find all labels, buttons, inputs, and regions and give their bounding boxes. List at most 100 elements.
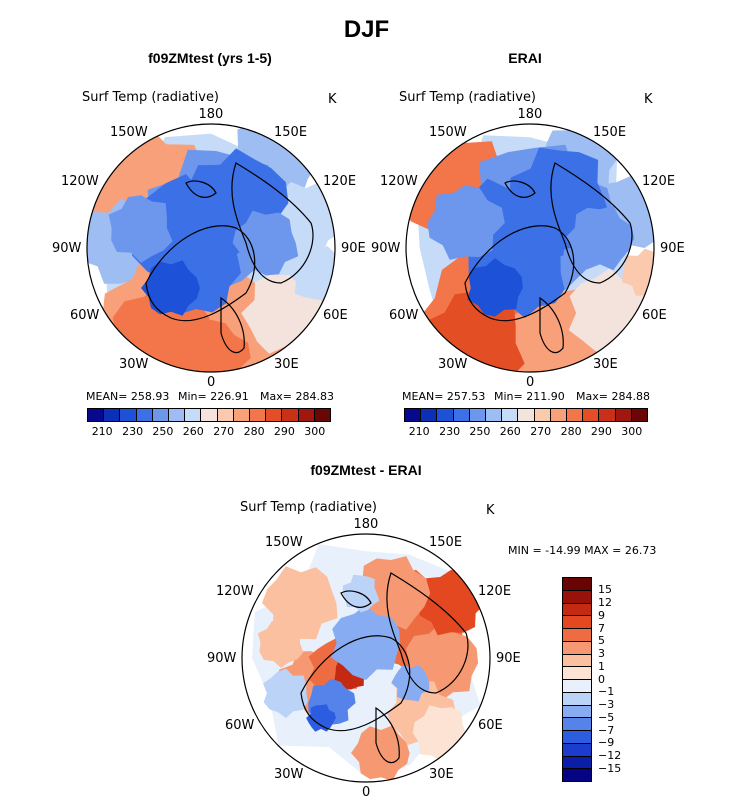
temperature-field-region bbox=[565, 205, 635, 271]
longitude-label: 60E bbox=[642, 307, 667, 323]
longitude-label: 60E bbox=[323, 307, 348, 323]
colorbar-tick-label: 210 bbox=[408, 425, 430, 438]
stat-max-obs: Max= 284.88 bbox=[576, 390, 650, 403]
longitude-label: 60W bbox=[389, 307, 419, 323]
colorbar-tick-label: 250 bbox=[152, 425, 174, 438]
longitude-label: 150E bbox=[429, 534, 463, 550]
colorbar-tick-label: 1 bbox=[598, 659, 605, 673]
colorbar-swatch bbox=[420, 408, 438, 422]
longitude-label: 180 bbox=[353, 516, 379, 532]
colorbar-swatch bbox=[562, 691, 592, 706]
longitude-label: 120W bbox=[61, 173, 99, 189]
colorbar-tick-label: 15 bbox=[598, 583, 612, 597]
colorbar-swatch bbox=[533, 408, 551, 422]
colorbar-swatch bbox=[517, 408, 535, 422]
colorbar-swatch bbox=[436, 408, 454, 422]
colorbar-swatch bbox=[562, 679, 592, 693]
colorbar-swatch bbox=[151, 408, 169, 422]
temperature-field-region bbox=[257, 619, 304, 668]
colorbar-swatch bbox=[103, 408, 121, 422]
colorbar-swatch bbox=[562, 717, 592, 731]
colorbar-diff: 15 12 9 7 5 3 1 0 −1 −3 −5 −7 −9 −12 −15 bbox=[562, 577, 621, 782]
colorbar-tick-label: −5 bbox=[598, 710, 615, 724]
colorbar-swatch bbox=[297, 408, 315, 422]
longitude-label: 30W bbox=[119, 356, 149, 372]
longitude-label: 150E bbox=[274, 124, 308, 140]
longitude-label: 30E bbox=[593, 356, 618, 372]
colorbar-tick-label: 230 bbox=[122, 425, 144, 438]
colorbar-swatch bbox=[168, 408, 186, 422]
longitude-label: 90W bbox=[371, 240, 401, 256]
colorbar-tick-label: 270 bbox=[530, 425, 552, 438]
longitude-label: 120E bbox=[478, 583, 512, 599]
colorbar-tick-label: 210 bbox=[91, 425, 113, 438]
temperature-field-region bbox=[622, 248, 654, 296]
longitude-label: 90E bbox=[660, 240, 685, 256]
temperature-field-region bbox=[331, 605, 401, 680]
coastline bbox=[145, 225, 256, 322]
colorbar-swatch bbox=[119, 408, 137, 422]
field-label-model: Surf Temp (radiative) bbox=[82, 90, 220, 105]
longitude-label: 90W bbox=[207, 650, 237, 666]
polar-map-obs bbox=[405, 123, 655, 373]
longitude-label: 0 bbox=[526, 374, 535, 390]
colorbar-swatch bbox=[501, 408, 519, 422]
panel-title-diff: f09ZMtest - ERAI bbox=[310, 462, 422, 478]
colorbar-tick-label: 250 bbox=[469, 425, 491, 438]
coastline bbox=[220, 296, 245, 354]
colorbar-swatch bbox=[468, 408, 486, 422]
longitude-label: 60W bbox=[225, 717, 255, 733]
colorbar-tick-label: −3 bbox=[598, 698, 615, 711]
longitude-label: 180 bbox=[198, 106, 224, 122]
longitude-label: 120W bbox=[380, 173, 418, 189]
longitude-label: 120E bbox=[642, 173, 676, 189]
coastline bbox=[231, 162, 314, 284]
longitude-label: 90E bbox=[341, 240, 366, 256]
colorbar-tick-label: 300 bbox=[304, 425, 326, 438]
colorbar-swatch bbox=[562, 615, 592, 629]
temperature-field-region bbox=[467, 258, 523, 317]
coastline bbox=[550, 162, 633, 284]
temperature-field-region bbox=[427, 185, 505, 260]
longitude-label: 60W bbox=[70, 307, 100, 323]
colorbar-swatch bbox=[216, 408, 234, 422]
colorbar-tick-label: 9 bbox=[598, 608, 605, 622]
longitude-label: 150E bbox=[593, 124, 627, 140]
stat-max-model: Max= 284.83 bbox=[260, 390, 334, 403]
colorbar-swatch bbox=[562, 730, 592, 744]
field-label-diff: Surf Temp (radiative) bbox=[240, 500, 378, 515]
coastline bbox=[340, 590, 372, 608]
map-boundary bbox=[405, 123, 655, 373]
colorbar-swatch bbox=[485, 408, 503, 422]
colorbar-swatch bbox=[566, 408, 584, 422]
colorbar-tick-label: −7 bbox=[598, 723, 615, 737]
colorbar-tick-label: −15 bbox=[598, 761, 622, 775]
colorbar-swatch bbox=[562, 704, 592, 719]
colorbar-swatch bbox=[562, 577, 592, 591]
polar-map-svg bbox=[86, 123, 336, 373]
colorbar-swatch bbox=[265, 408, 283, 422]
colorbar-swatch bbox=[232, 408, 250, 422]
colorbar-swatch bbox=[598, 408, 616, 422]
colorbar-swatch bbox=[562, 589, 592, 604]
colorbar-swatch bbox=[184, 408, 202, 422]
stat-min-obs: Min= 211.90 bbox=[494, 390, 565, 403]
units-label-obs: K bbox=[644, 92, 653, 107]
colorbar-tick-label: −12 bbox=[598, 749, 622, 762]
colorbar-tick-label: 260 bbox=[499, 425, 521, 438]
colorbar-tick-label: 7 bbox=[598, 621, 605, 635]
coastline bbox=[386, 572, 469, 694]
temperature-field-region bbox=[141, 260, 200, 316]
coastline bbox=[539, 296, 564, 354]
colorbar-tick-label: −1 bbox=[598, 685, 615, 699]
colorbar-tick-label: 270 bbox=[213, 425, 235, 438]
longitude-label: 30E bbox=[429, 766, 454, 782]
colorbar-swatch bbox=[452, 408, 470, 422]
colorbar-tick-label: 300 bbox=[621, 425, 643, 438]
coastline bbox=[185, 180, 217, 198]
colorbar-swatch bbox=[562, 768, 592, 782]
colorbar-swatch bbox=[549, 408, 567, 422]
colorbar-swatch bbox=[87, 408, 105, 422]
polar-map-model bbox=[86, 123, 336, 373]
stat-mean-obs: MEAN= 257.53 bbox=[402, 390, 486, 403]
